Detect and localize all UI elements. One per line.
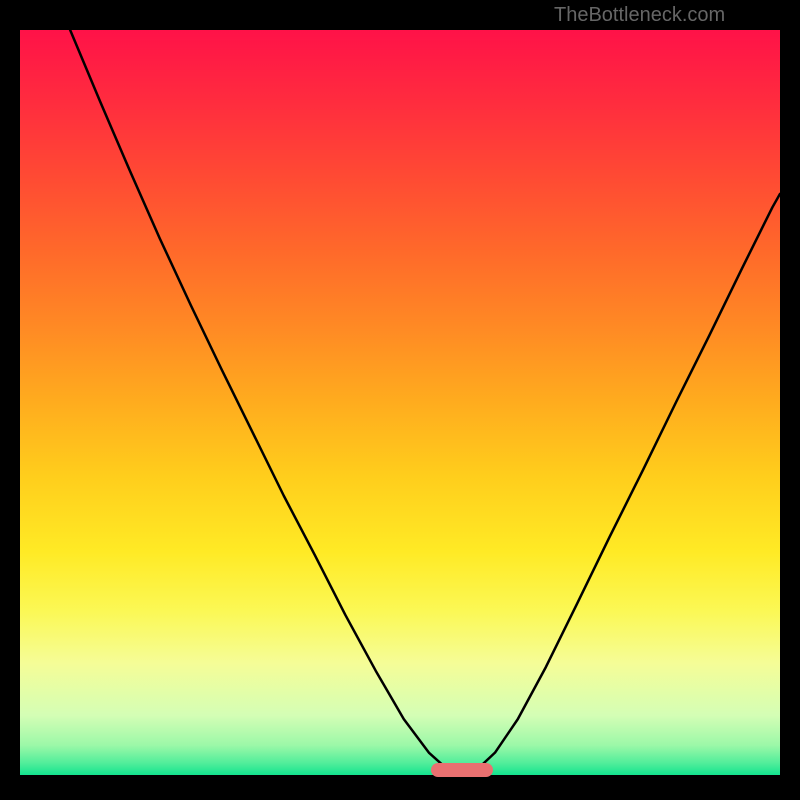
watermark-text: TheBottleneck.com xyxy=(554,4,725,27)
plot-area xyxy=(20,30,780,775)
optimal-range-marker xyxy=(431,763,493,777)
bottleneck-curve xyxy=(20,30,780,775)
